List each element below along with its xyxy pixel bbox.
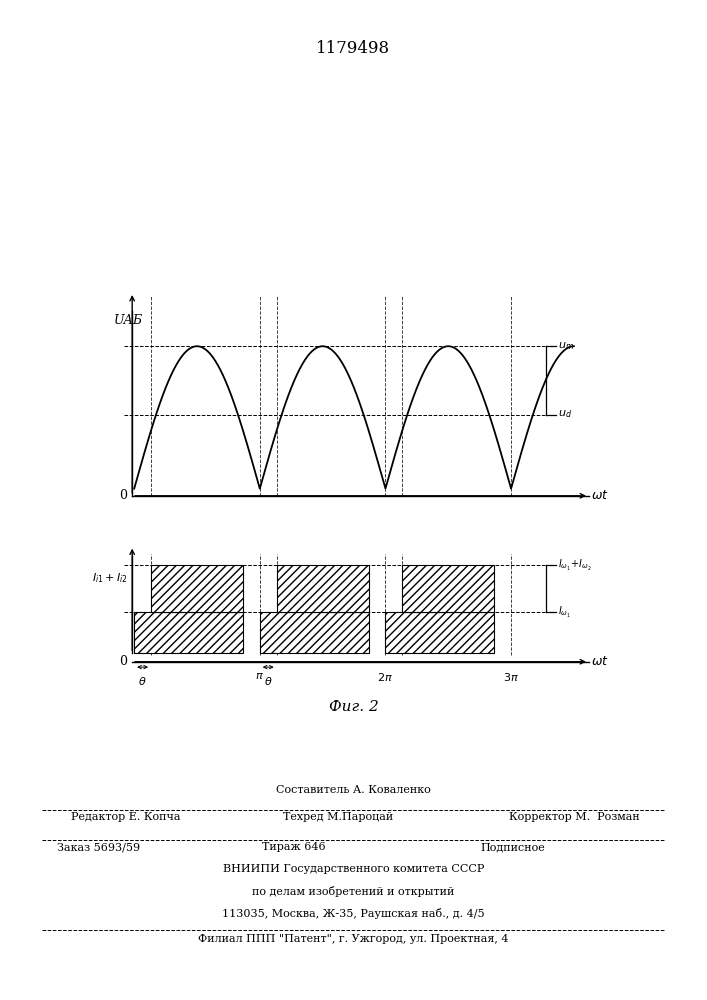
Text: Корректор М.  Розман: Корректор М. Розман [509, 812, 640, 822]
Text: $2\pi$: $2\pi$ [378, 671, 393, 683]
Text: Фиг. 2: Фиг. 2 [329, 700, 378, 714]
Text: Филиал ППП "Патент", г. Ужгород, ул. Проектная, 4: Филиал ППП "Патент", г. Ужгород, ул. Про… [198, 934, 509, 944]
Text: 0: 0 [119, 489, 127, 502]
Bar [402, 565, 494, 612]
Text: $\theta$: $\theta$ [264, 675, 272, 687]
Bar [151, 565, 243, 612]
Text: $I_{\omega_1}\!+\!I_{\omega_2}$: $I_{\omega_1}\!+\!I_{\omega_2}$ [559, 558, 592, 573]
Text: $u_m$: $u_m$ [559, 340, 574, 352]
Text: Подписное: Подписное [481, 842, 546, 852]
Text: 1179498: 1179498 [317, 40, 390, 57]
Text: 0: 0 [119, 655, 127, 668]
Text: Техред М.Пароцай: Техред М.Пароцай [283, 812, 393, 822]
Text: $\theta$: $\theta$ [139, 675, 147, 687]
Text: $I_{i1}+I_{i2}$: $I_{i1}+I_{i2}$ [92, 571, 128, 585]
Text: $\omega t$: $\omega t$ [591, 489, 609, 502]
Text: $u_d$: $u_d$ [559, 409, 572, 420]
Text: $I_{\omega_1}$: $I_{\omega_1}$ [559, 605, 571, 620]
Text: 113035, Москва, Ж-35, Раушская наб., д. 4/5: 113035, Москва, Ж-35, Раушская наб., д. … [222, 908, 485, 919]
Bar [259, 612, 368, 653]
Bar [276, 565, 368, 612]
Text: Заказ 5693/59: Заказ 5693/59 [57, 842, 140, 852]
Bar [385, 612, 494, 653]
Text: UАБ: UАБ [114, 314, 143, 327]
Bar [134, 612, 243, 653]
Text: $\pi$: $\pi$ [255, 671, 264, 681]
Text: Составитель А. Коваленко: Составитель А. Коваленко [276, 785, 431, 795]
Text: по делам изобретений и открытий: по делам изобретений и открытий [252, 886, 455, 897]
Text: $\omega t$: $\omega t$ [591, 655, 609, 668]
Text: ВНИИПИ Государственного комитета СССР: ВНИИПИ Государственного комитета СССР [223, 864, 484, 874]
Text: Тираж 646: Тираж 646 [262, 842, 325, 852]
Text: Редактор Е. Копча: Редактор Е. Копча [71, 812, 180, 822]
Text: $3\pi$: $3\pi$ [503, 671, 519, 683]
